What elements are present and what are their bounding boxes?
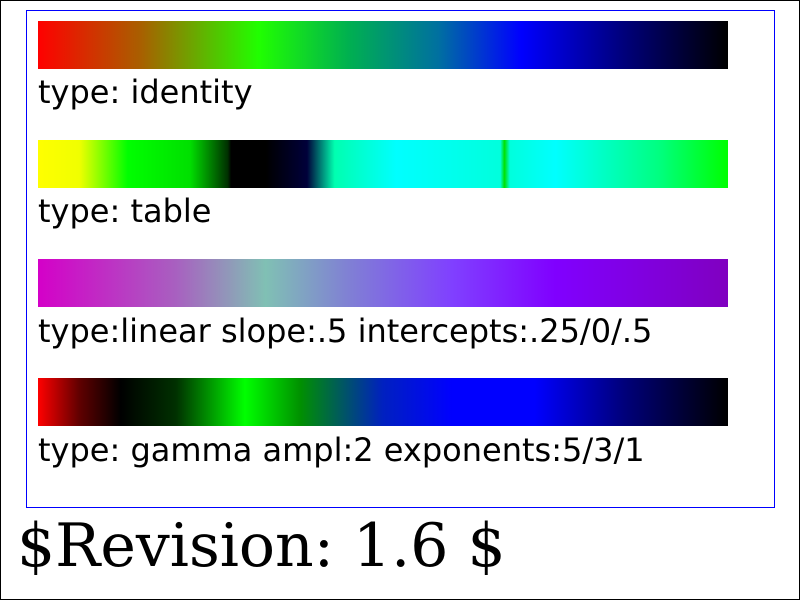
gradient-bar-identity [38,21,728,69]
gradient-bar-gamma [38,378,728,426]
label-linear: type:linear slope:.5 intercepts:.25/0/.5 [38,312,653,350]
gradient-bar-linear [38,259,728,307]
label-gamma: type: gamma ampl:2 exponents:5/3/1 [38,431,645,469]
gradient-bar-table [38,140,728,188]
label-identity: type: identity [38,73,253,111]
label-table: type: table [38,192,212,230]
content-frame [26,10,775,508]
revision-text: $Revision: 1.6 $ [17,511,506,581]
